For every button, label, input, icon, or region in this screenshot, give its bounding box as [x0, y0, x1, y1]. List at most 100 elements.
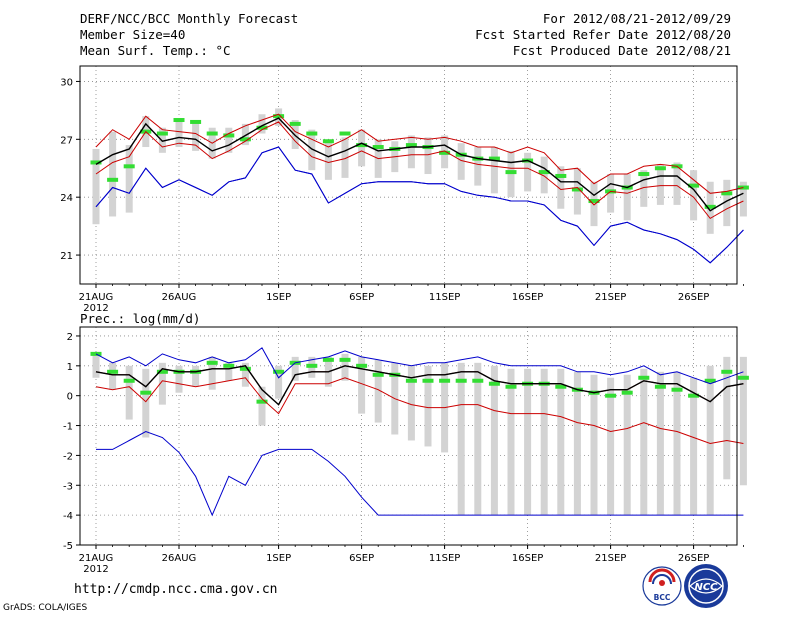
- member-marker: [405, 378, 417, 383]
- spread-box: [540, 156, 548, 194]
- member-marker: [654, 166, 666, 171]
- spread-box: [490, 365, 498, 516]
- forecast-produced-date: Fcst Produced Date 2012/08/21: [512, 43, 731, 58]
- x-tick-label: 26SEP: [678, 292, 709, 303]
- spread-box: [92, 353, 100, 378]
- member-marker: [505, 170, 517, 175]
- plot-frame: [79, 326, 738, 546]
- member-marker: [256, 399, 268, 404]
- member-marker: [306, 363, 318, 368]
- spread-box: [109, 131, 117, 217]
- member-marker: [372, 372, 384, 377]
- member-marker: [372, 145, 384, 150]
- member-size: Member Size=40: [80, 27, 186, 42]
- header-right: For 2012/08/21-2012/09/29 Fcst Started Re…: [475, 11, 731, 59]
- spread-box: [507, 368, 515, 516]
- spread-box: [92, 148, 100, 225]
- member-marker: [721, 369, 733, 374]
- member-marker: [555, 384, 567, 389]
- member-marker: [322, 139, 334, 144]
- x-tick-label: 6SEP: [349, 292, 374, 303]
- spread-box: [125, 365, 133, 420]
- spread-box: [308, 129, 316, 171]
- spread-box: [706, 365, 714, 516]
- spread-box: [175, 365, 183, 393]
- member-marker: [571, 187, 583, 192]
- x-tick-label: 26SEP: [678, 553, 709, 564]
- member-marker: [638, 375, 650, 380]
- member-marker: [107, 369, 119, 374]
- spread-box: [673, 162, 681, 205]
- member-marker: [123, 378, 135, 383]
- spread-box: [407, 365, 415, 441]
- x-tick-label: 21SEP: [595, 292, 626, 303]
- spread-box: [142, 368, 150, 438]
- member-marker: [688, 183, 700, 188]
- member-marker: [206, 131, 218, 136]
- spread-box: [341, 137, 349, 178]
- member-marker: [156, 369, 168, 374]
- series-line-lower: [95, 377, 744, 445]
- member-marker: [223, 133, 235, 138]
- spread-box: [374, 359, 382, 423]
- x-tick-label: 16SEP: [512, 292, 543, 303]
- panel-temperature: 21 24 27 30 21AUG 26AUG 1SEP 6SEP 11SEP 16SEP 21SE…: [60, 65, 749, 314]
- member-marker: [455, 378, 467, 383]
- series-line-min: [96, 430, 744, 517]
- member-marker: [654, 384, 666, 389]
- spread-box: [407, 135, 415, 169]
- x-tick-label: 16SEP: [512, 553, 543, 564]
- x-tick-label: 1SEP: [266, 292, 291, 303]
- series-line-min: [95, 146, 744, 264]
- y-tick-label: -3: [63, 481, 73, 492]
- forecast-period: For 2012/08/21-2012/09/29: [542, 11, 731, 26]
- member-marker: [605, 393, 617, 398]
- y-tick-label: -1: [63, 422, 73, 433]
- member-marker: [488, 156, 500, 161]
- member-marker: [273, 114, 285, 119]
- member-marker: [621, 390, 633, 395]
- spread-box: [557, 368, 565, 516]
- x-tick-label: 21SEP: [595, 553, 626, 564]
- precip-panel-title: Prec.: log(mm/d): [80, 311, 201, 326]
- spread-box: [474, 362, 482, 516]
- member-marker: [538, 170, 550, 175]
- x-tick-label: 11SEP: [429, 292, 460, 303]
- y-tick-label: 2: [67, 332, 73, 343]
- member-marker: [339, 131, 351, 136]
- spread-box: [590, 181, 598, 227]
- spread-box: [225, 362, 233, 381]
- spread-box: [540, 368, 548, 516]
- member-marker: [488, 381, 500, 386]
- member-marker: [439, 150, 451, 155]
- member-marker: [239, 137, 251, 142]
- spread-box: [109, 362, 117, 390]
- member-marker: [90, 351, 102, 356]
- spread-box: [324, 143, 332, 180]
- spread-box: [275, 365, 283, 399]
- spread-box: [241, 362, 249, 387]
- y-tick-label: 0: [67, 392, 73, 403]
- member-marker: [239, 366, 251, 371]
- footer-url[interactable]: http://cmdp.ncc.cma.gov.cn: [74, 582, 278, 597]
- member-marker: [721, 191, 733, 196]
- member-marker: [156, 131, 168, 136]
- spread-box: [258, 386, 266, 426]
- spread-box: [623, 374, 631, 516]
- x-tick-label: 26AUG: [162, 553, 197, 564]
- spread-box: [524, 152, 532, 192]
- member-marker: [206, 360, 218, 365]
- spread-box: [424, 365, 432, 447]
- spread-box: [573, 371, 581, 516]
- member-marker: [90, 160, 102, 165]
- spread-box: [125, 145, 133, 213]
- spread-box: [158, 362, 166, 405]
- spread-box: [673, 371, 681, 516]
- spread-box: [607, 377, 615, 516]
- member-marker: [356, 363, 368, 368]
- y-tick-label: -2: [63, 451, 73, 462]
- spread-box: [225, 127, 233, 153]
- spread-box: [623, 174, 631, 221]
- x-tick-label: 6SEP: [349, 553, 374, 564]
